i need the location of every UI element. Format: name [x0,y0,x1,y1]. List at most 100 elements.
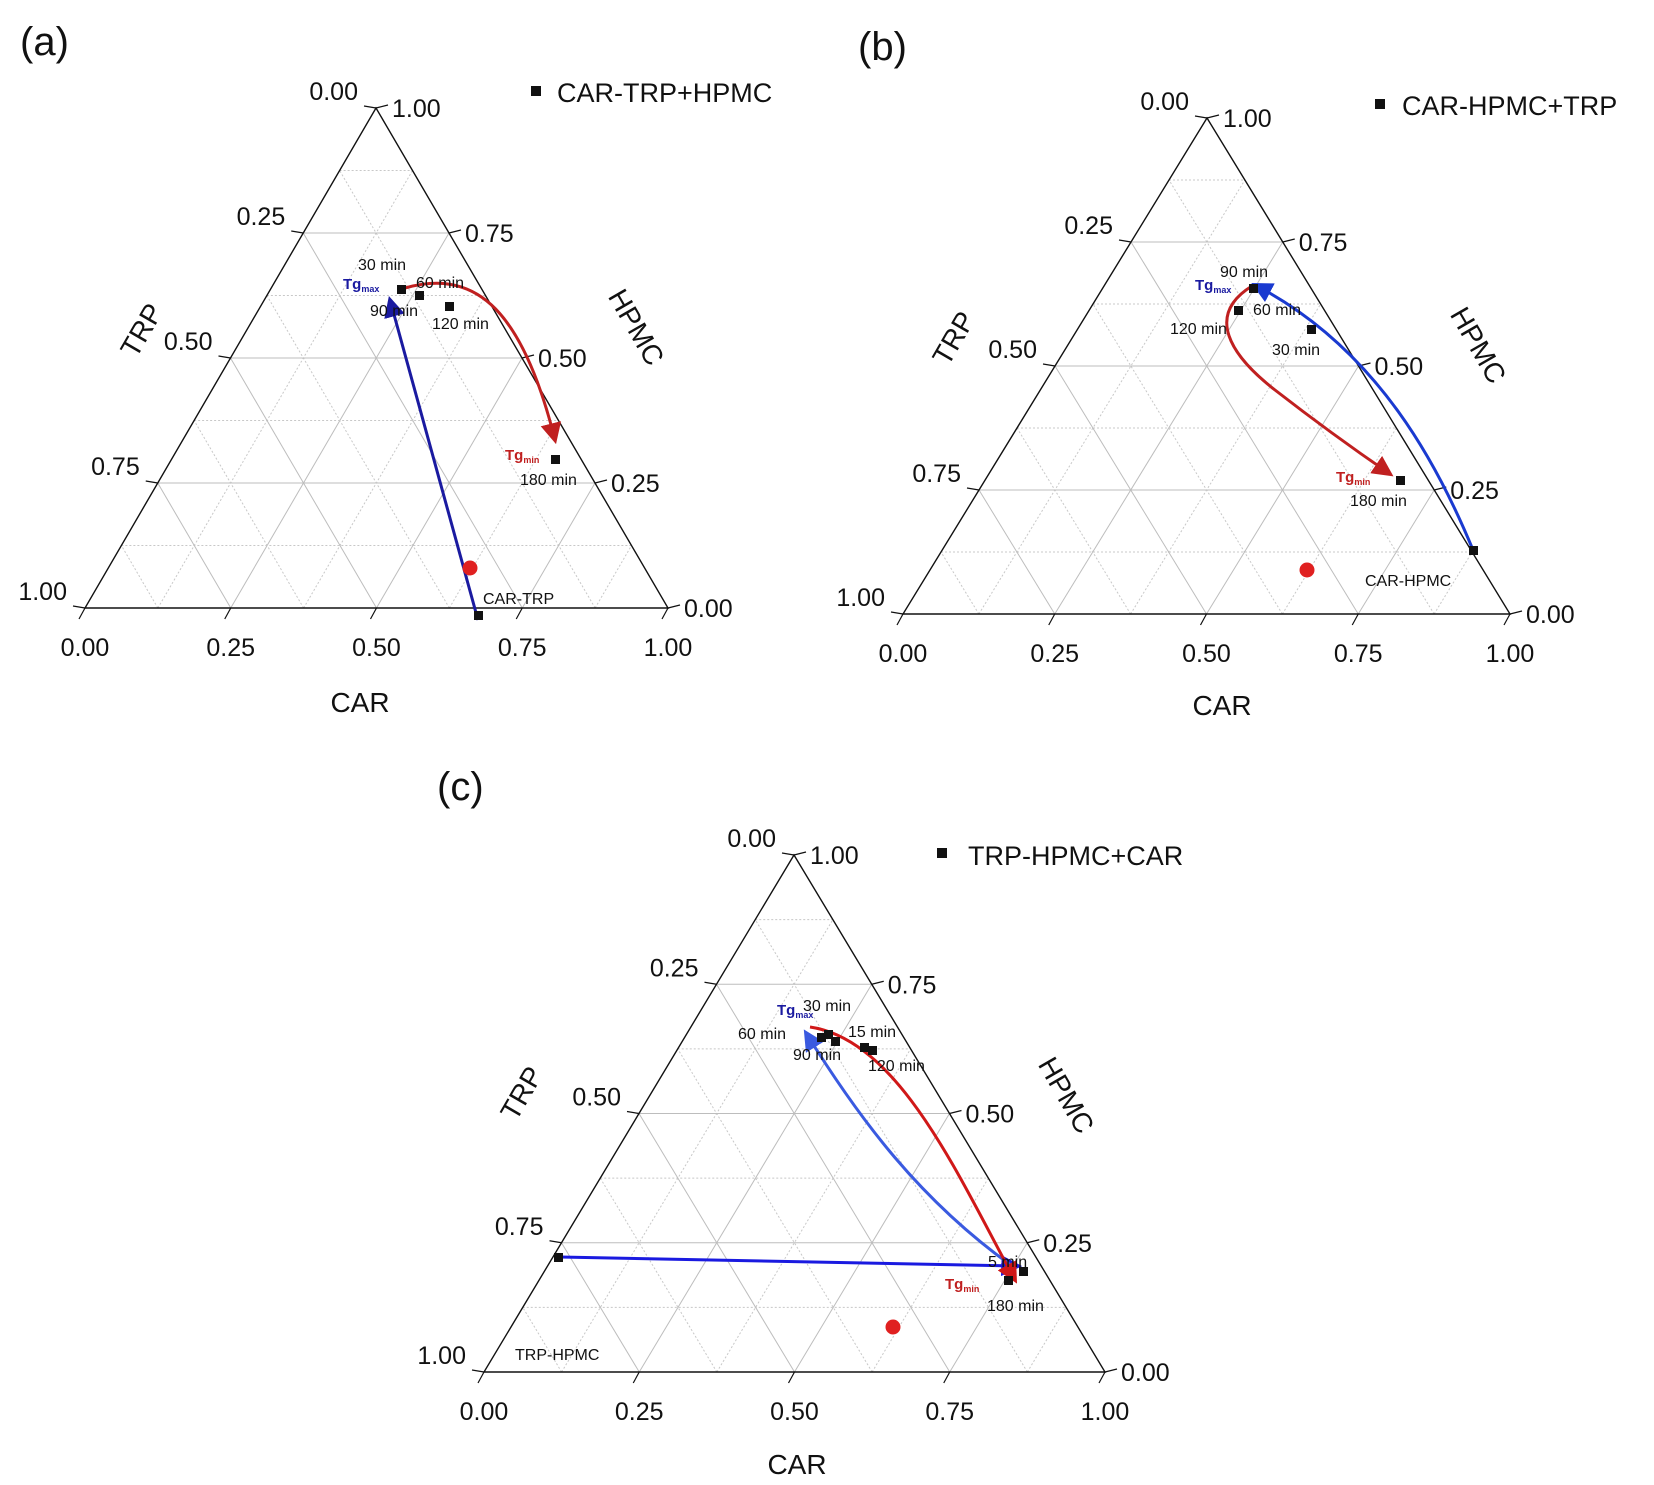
tick-mark [291,230,304,234]
tick-mark [549,1240,562,1244]
tick-mark [632,1371,640,1384]
tick-mark [515,607,523,620]
grid-line [1206,365,1359,615]
grid-line [1357,489,1435,615]
label-180-min: 180 min [520,472,577,489]
tick-label-trp: 1.00 [836,584,885,612]
tick-label-trp: 0.75 [912,460,961,488]
arrow-to-5min [559,1255,1023,1277]
tick-mark [667,604,681,609]
point-60-min [415,291,424,300]
tick-label-car: 0.50 [352,634,401,662]
axis-title-hpmc: HPMC [1032,1052,1100,1139]
grid-line [266,295,450,609]
tick-mark [1118,239,1132,243]
tick-label-trp: 0.00 [1140,88,1189,116]
tick-mark [1503,613,1511,626]
tick-label-car: 0.75 [498,634,547,662]
tick-mark [1027,1239,1040,1244]
label-car-trp: CAR-TRP [483,591,554,608]
label-120-min: 120 min [432,316,489,333]
grid-line [638,983,873,1373]
point-120-min [445,302,454,311]
label-120-min: 120 min [1170,321,1227,338]
grid [940,179,1473,615]
point-15-min [860,1043,869,1052]
tick-label-hpmc: 1.00 [1223,105,1272,133]
tick-label-car: 0.75 [925,1398,974,1426]
tick-label-hpmc: 0.25 [1043,1230,1092,1258]
tick-label-car: 0.50 [1182,640,1231,668]
axis-title-car: CAR [330,687,389,718]
tick-mark [218,355,231,359]
legend-marker [1375,99,1385,109]
tick-mark [78,607,86,620]
ternary-panel-b: (b) CAR-HPMC+TRP 0.00 0.25 0.50 0.75 1.000.0… [836,25,1617,721]
axis-title-car: CAR [767,1449,826,1480]
tick-label-trp: 0.25 [1064,212,1113,240]
tick-label-car: 1.00 [644,634,693,662]
tg-min-label: Tgmin [505,447,539,465]
tick-mark [363,105,377,109]
arrow-tgmax [1251,283,1475,551]
tg-max-label: Tgmax [777,1002,813,1020]
tick-label-trp: 1.00 [18,578,67,606]
point-180-min [1004,1276,1013,1285]
tick-label-hpmc: 1.00 [392,95,441,123]
tick-label-hpmc: 0.50 [966,1101,1015,1129]
grid-line [1016,427,1132,615]
panel-label: (a) [20,20,69,64]
tick-mark [949,1109,962,1115]
arrow-tgmin [404,281,562,445]
tick-mark [1194,115,1208,119]
tick-label-car: 1.00 [1486,640,1535,668]
point-120-min [868,1046,877,1055]
tick-mark [1206,114,1220,119]
tick-mark [448,229,462,234]
tick-label-hpmc: 0.50 [1375,353,1424,381]
tg-min-label: Tgmin [1336,469,1370,487]
tick-label-car: 0.00 [879,640,928,668]
tick-label-hpmc: 0.25 [611,470,660,498]
label-30-min: 30 min [803,998,851,1015]
axis-title-trp: TRP [114,298,169,362]
label-60-min: 60 min [738,1026,786,1043]
tick-mark [1048,613,1056,626]
tick-label-trp: 0.50 [988,336,1037,364]
tick-label-car: 0.00 [460,1398,509,1426]
label-90-min: 90 min [793,1047,841,1064]
tick-label-hpmc: 0.00 [684,595,733,623]
grid-line [561,1242,640,1373]
tick-mark [1098,1371,1106,1384]
tick-label-hpmc: 0.75 [465,220,514,248]
axis-title-hpmc: HPMC [1444,302,1512,389]
tick-mark [224,607,232,620]
tick-label-trp: 1.00 [417,1342,466,1370]
tick-label-car: 1.00 [1081,1398,1130,1426]
tick-label-hpmc: 0.50 [538,345,587,373]
point-5-min [1019,1267,1028,1276]
grid-line [677,1048,873,1373]
point-180-min [551,455,560,464]
point-car-trp [474,611,483,620]
tick-mark [375,104,389,109]
tick-mark [145,480,158,484]
point-60-min [817,1033,826,1042]
tick-mark [661,607,669,620]
grid-line [157,170,413,609]
grid [120,170,632,609]
axis-title-car: CAR [1192,690,1251,721]
reference-marker [1299,562,1315,578]
label-30-min: 30 min [1272,342,1320,359]
tick-mark [1042,363,1056,367]
grid-line [522,1307,563,1373]
tick-mark [72,605,86,609]
ternary-panel-c: (c) TRP-HPMC+CAR 0.00 0.25 0.50 0.75 1.000.0… [417,765,1183,1480]
grid-line [339,170,596,609]
tick-label-hpmc: 0.00 [1121,1359,1170,1387]
grid-line [1168,179,1435,615]
label-90-min: 90 min [1220,264,1268,281]
tick-mark [793,851,807,856]
tick-label-car: 0.50 [770,1398,819,1426]
label-trp-hpmc: TRP-HPMC [515,1347,599,1364]
